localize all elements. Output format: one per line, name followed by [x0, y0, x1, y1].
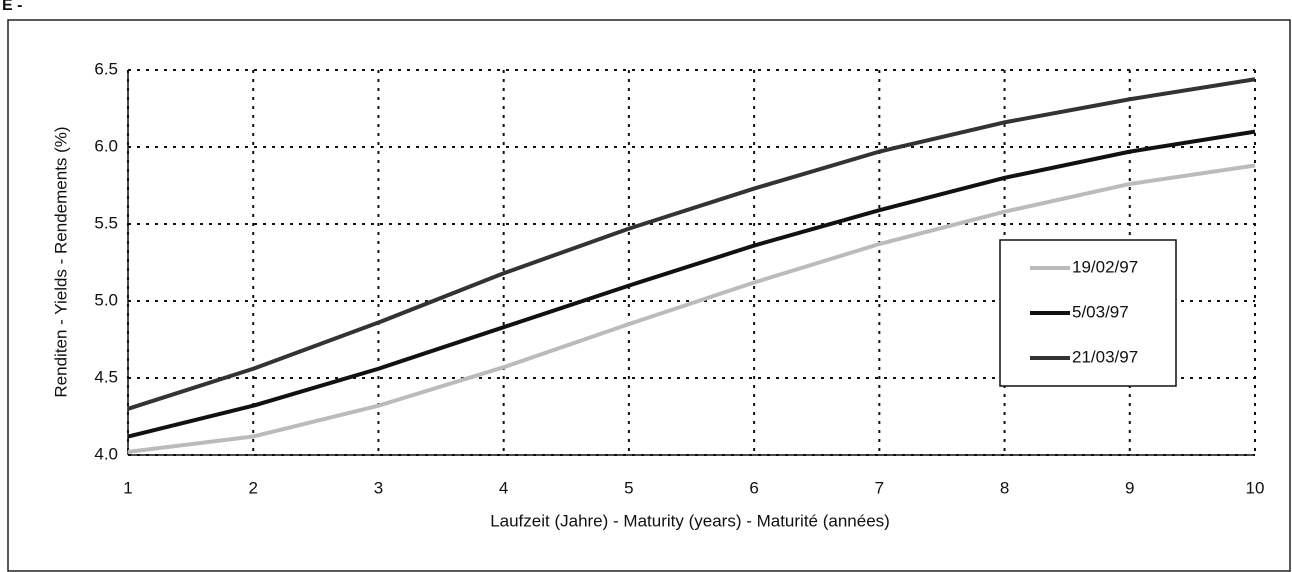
- legend-label: 5/03/97: [1072, 302, 1129, 321]
- series-line: [127, 163, 1256, 454]
- x-tick-label: 7: [875, 478, 884, 497]
- x-tick-label: 2: [248, 478, 257, 497]
- x-tick-label: 10: [1246, 478, 1265, 497]
- series-line: [127, 129, 1256, 439]
- x-tick-label: 4: [499, 478, 508, 497]
- y-tick-label: 5.0: [94, 290, 118, 309]
- x-tick-label: 3: [374, 478, 383, 497]
- corner-label: E -: [2, 0, 22, 14]
- x-tick-label: 9: [1125, 478, 1134, 497]
- x-tick-label: 8: [1000, 478, 1009, 497]
- x-tick-label: 5: [624, 478, 633, 497]
- y-axis-label: Renditen - Yields - Rendements (%): [51, 126, 70, 397]
- y-tick-label: 5.5: [94, 213, 118, 232]
- x-tick-label: 6: [749, 478, 758, 497]
- y-tick-label: 6.0: [94, 136, 118, 155]
- x-tick-label: 1: [123, 478, 132, 497]
- series-line: [127, 77, 1256, 411]
- y-tick-label: 6.5: [94, 59, 118, 78]
- x-axis-label: Laufzeit (Jahre) - Maturity (years) - Ma…: [490, 511, 890, 530]
- y-tick-label: 4.0: [94, 444, 118, 463]
- legend-label: 19/02/97: [1072, 257, 1138, 276]
- legend-box: [999, 239, 1177, 387]
- y-tick-label: 4.5: [94, 367, 118, 386]
- frame: [7, 19, 1291, 572]
- legend-label: 21/03/97: [1072, 347, 1138, 366]
